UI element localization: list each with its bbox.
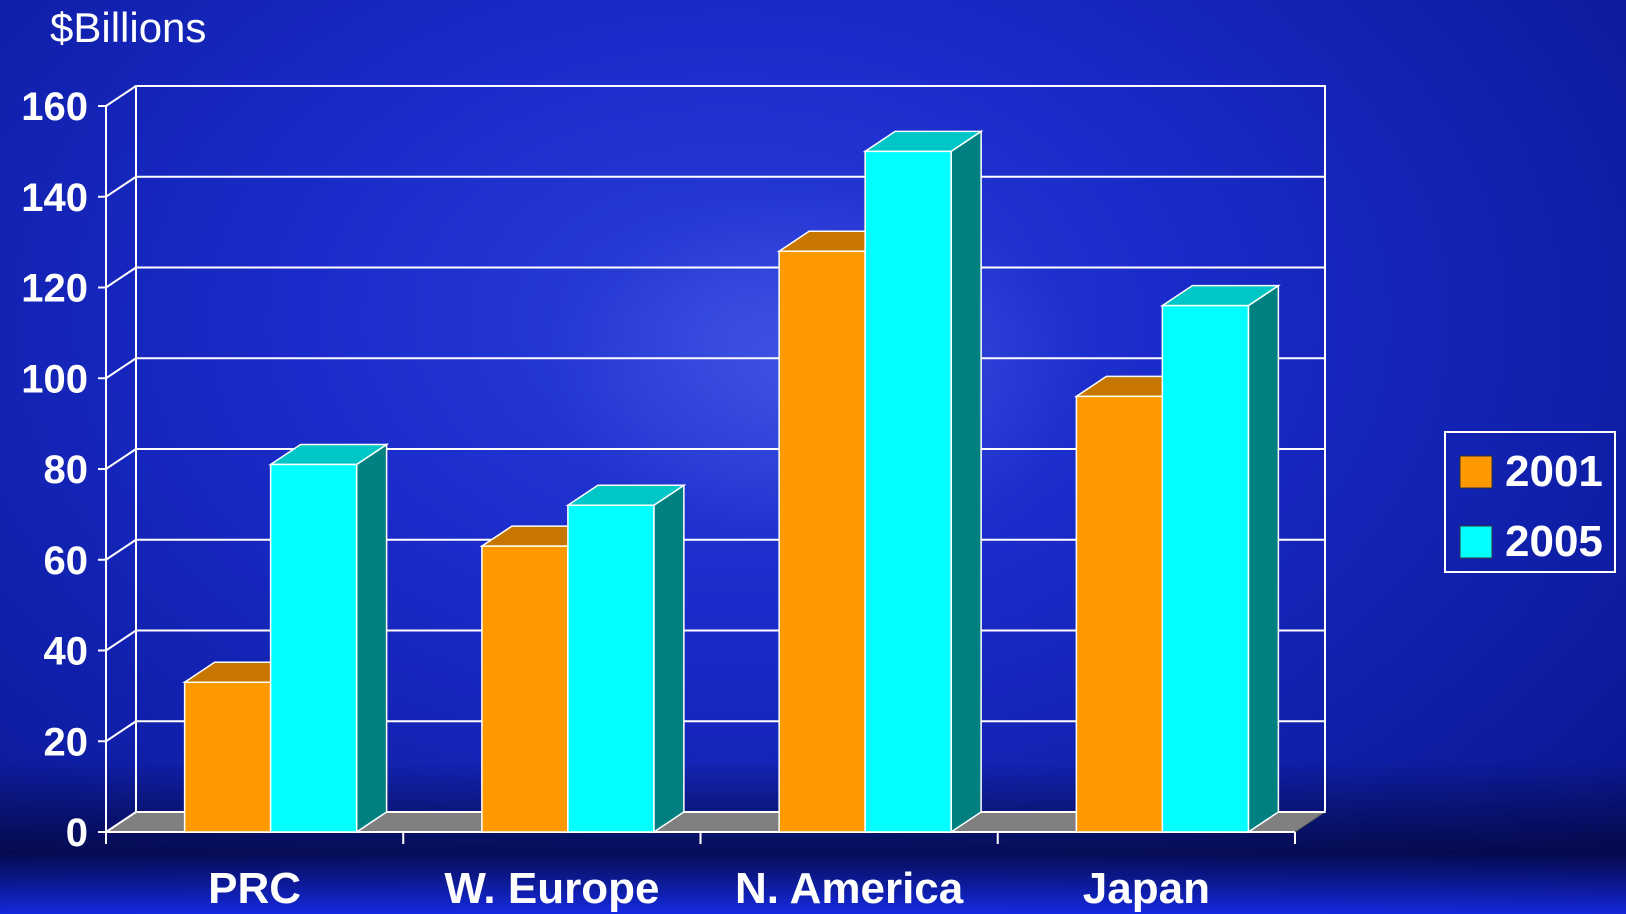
bar [862,129,984,834]
y-tick-label: 40 [44,630,89,674]
gridline-side [105,538,137,561]
x-category-label: PRC [208,864,301,913]
legend-swatch [1459,525,1493,559]
gridline-side [105,175,137,198]
bar-front [778,250,866,833]
x-category-label: N. America [735,864,964,913]
bar-side [355,443,388,834]
bar-side [950,129,982,834]
gridline-side [105,811,137,833]
y-tick-label: 60 [44,539,89,583]
y-tick-label: 120 [21,267,88,311]
y-tick-labels: 0 20 40 60 80 100 120 140 160 [21,85,88,855]
x-category-labels: PRC W. Europe N. America Japan [208,864,1210,913]
x-category-label: W. Europe [444,864,659,913]
y-tick-label: 160 [21,85,88,129]
bar-side [1247,284,1280,834]
y-tick-label: 140 [21,176,88,220]
bars [182,129,1281,834]
bar-front [1161,304,1250,833]
legend-box [1444,431,1616,573]
bar [1159,284,1281,834]
bar [565,483,687,834]
x-category-label: Japan [1083,864,1210,913]
bar-front [269,463,358,833]
y-axis-title: $Billions [50,4,206,51]
bar-front [1075,395,1164,833]
y-tick-label: 100 [21,357,88,401]
y-tick-label: 0 [66,811,88,855]
bar-front [864,150,952,833]
legend-entry-label: 2001 [1505,447,1603,496]
bar-front [183,681,272,833]
gridline-side [105,720,137,743]
bar-side [653,483,685,834]
gridline-side [105,266,137,289]
bar-front [481,545,569,833]
bar [268,443,390,834]
legend-entry-label: 2005 [1505,517,1603,566]
legend: 2001 2005 [1444,431,1616,573]
gridline-side [105,357,137,380]
y-tick-label: 80 [44,448,89,492]
gridline-side [105,629,137,652]
legend-swatch [1459,455,1493,489]
bar-front [567,504,655,833]
gridline-side [105,85,137,107]
y-tick-label: 20 [44,720,89,764]
gridline-side [105,448,137,470]
